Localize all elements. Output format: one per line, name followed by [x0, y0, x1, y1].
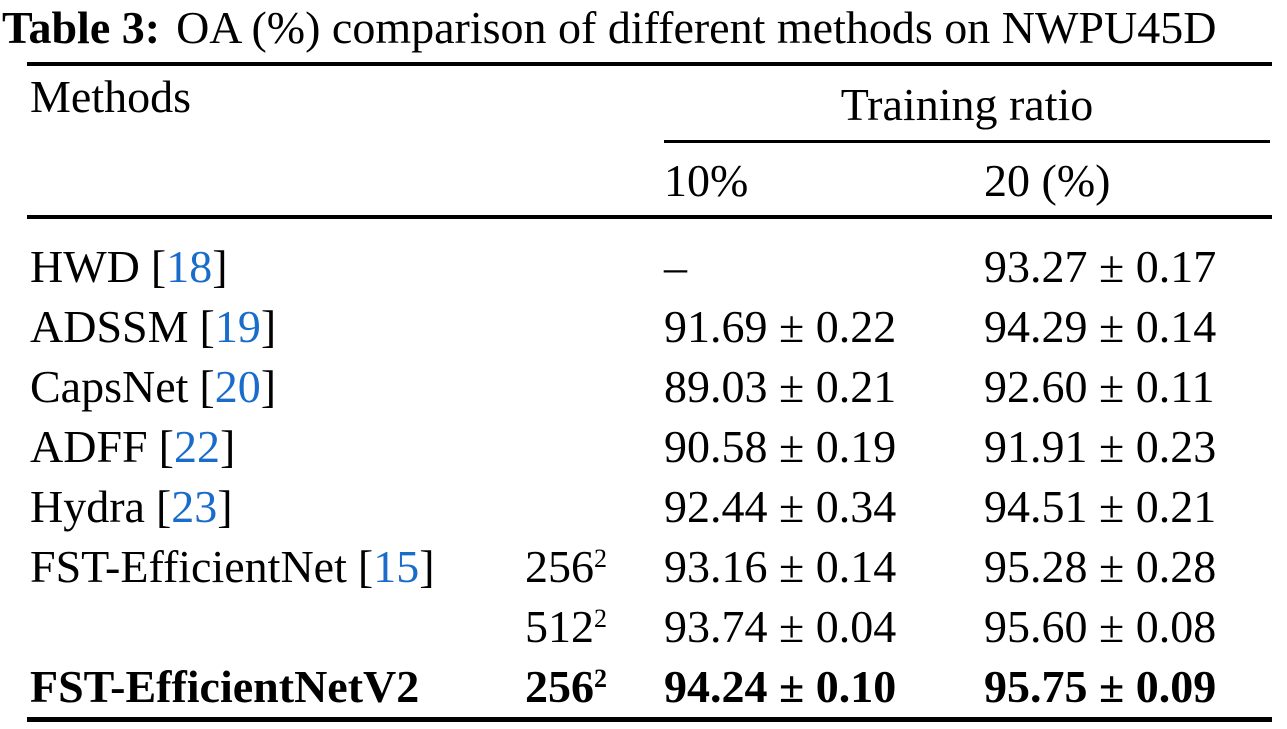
method-label: ADFF: [30, 421, 148, 472]
bracket-close: ]: [260, 301, 277, 352]
input-size-cell: 2562: [525, 657, 607, 717]
bracket-open: [: [155, 481, 172, 532]
input-size-cell: 2562: [525, 537, 607, 597]
value-20pct: 92.60 ± 0.11: [984, 361, 1215, 412]
column-header-10pct: 10%: [664, 155, 749, 206]
bracket-open: [: [150, 241, 167, 292]
table-caption-number: Table 3:: [2, 2, 161, 53]
value-20pct: 95.60 ± 0.08: [984, 601, 1217, 652]
value-20pct: 95.28 ± 0.28: [984, 541, 1217, 592]
citation: [18]: [151, 241, 228, 292]
method-label: FST-EfficientNet: [30, 541, 347, 592]
value-10pct: 92.44 ± 0.34: [664, 481, 897, 532]
table-caption-text: OA (%) comparison of different methods o…: [176, 2, 1217, 53]
value-10pct: 93.16 ± 0.14: [664, 541, 897, 592]
bracket-close: ]: [419, 541, 435, 592]
value-10pct: 91.69 ± 0.22: [664, 301, 897, 352]
method-label: ADSSM: [30, 301, 189, 352]
bracket-open: [: [199, 301, 215, 352]
method-cell: FST-EfficientNet [15]: [30, 537, 435, 597]
bracket-close: ]: [217, 481, 233, 532]
method-cell: HWD [18]: [30, 237, 228, 297]
input-size: 512: [525, 601, 594, 652]
bracket-close: ]: [219, 421, 236, 472]
table-row-proposed-method: FST-EfficientNetV2 2562 94.24 ± 0.10 95.…: [0, 657, 1287, 717]
citation: [15]: [358, 541, 435, 592]
bracket-close: ]: [212, 241, 228, 292]
citation: [22]: [159, 421, 236, 472]
value-20pct: 94.29 ± 0.14: [984, 301, 1217, 352]
value-10pct: 93.74 ± 0.04: [664, 601, 897, 652]
method-cell: CapsNet [20]: [30, 357, 276, 417]
column-header-20pct: 20 (%): [984, 155, 1111, 206]
input-size-cell: 5122: [525, 597, 607, 657]
table-row: CapsNet [20] 89.03 ± 0.21 92.60 ± 0.11: [0, 357, 1287, 417]
bracket-close: ]: [260, 361, 277, 412]
value-20pct: 91.91 ± 0.23: [984, 421, 1217, 472]
citation-link[interactable]: 20: [214, 361, 261, 412]
table-bottom-rule: [27, 717, 1272, 722]
table-caption: Table 3: OA (%) comparison of different m…: [2, 2, 1287, 54]
method-cell: Hydra [23]: [30, 477, 233, 537]
method-cell: ADFF [22]: [30, 417, 235, 477]
bracket-open: [: [199, 361, 215, 412]
table-row: HWD [18] – 93.27 ± 0.17: [0, 237, 1287, 297]
table-header-rule: [27, 215, 1272, 219]
bracket-open: [: [158, 421, 174, 472]
superscript-exponent: 2: [594, 604, 607, 633]
citation-link[interactable]: 23: [171, 481, 218, 532]
citation: [19]: [200, 301, 277, 352]
value-10pct: –: [664, 241, 687, 292]
table-row: 5122 93.74 ± 0.04 95.60 ± 0.08: [0, 597, 1287, 657]
value-10pct: 94.24 ± 0.10: [664, 661, 897, 712]
citation-link[interactable]: 19: [214, 301, 261, 352]
superscript-exponent: 2: [594, 664, 607, 693]
citation-link[interactable]: 22: [173, 421, 220, 472]
citation: [20]: [199, 361, 276, 412]
table-row: FST-EfficientNet [15] 2562 93.16 ± 0.14 9…: [0, 537, 1287, 597]
method-cell: ADSSM [19]: [30, 297, 276, 357]
citation-link[interactable]: 18: [166, 241, 213, 292]
table-row: Hydra [23] 92.44 ± 0.34 94.51 ± 0.21: [0, 477, 1287, 537]
superscript-exponent: 2: [594, 544, 607, 573]
value-20pct: 94.51 ± 0.21: [984, 481, 1217, 532]
column-group-header-training-ratio: Training ratio: [840, 79, 1094, 130]
table-row: ADSSM [19] 91.69 ± 0.22 94.29 ± 0.14: [0, 297, 1287, 357]
input-size: 256: [525, 661, 594, 712]
method-cell: FST-EfficientNetV2: [30, 657, 419, 717]
value-20pct: 95.75 ± 0.09: [984, 661, 1217, 712]
value-20pct: 93.27 ± 0.17: [984, 241, 1217, 292]
value-10pct: 89.03 ± 0.21: [664, 361, 897, 412]
citation: [23]: [156, 481, 233, 532]
table-top-rule: [27, 62, 1272, 66]
method-label: HWD: [30, 241, 140, 292]
method-label: FST-EfficientNetV2: [30, 661, 420, 712]
column-header-methods: Methods: [30, 71, 191, 122]
bracket-open: [: [357, 541, 374, 592]
training-ratio-span-rule: [664, 140, 1270, 143]
value-10pct: 90.58 ± 0.19: [664, 421, 897, 472]
citation-link[interactable]: 15: [373, 541, 420, 592]
input-size: 256: [525, 541, 594, 592]
method-label: CapsNet: [30, 361, 189, 412]
method-label: Hydra: [30, 481, 145, 532]
table-row: ADFF [22] 90.58 ± 0.19 91.91 ± 0.23: [0, 417, 1287, 477]
